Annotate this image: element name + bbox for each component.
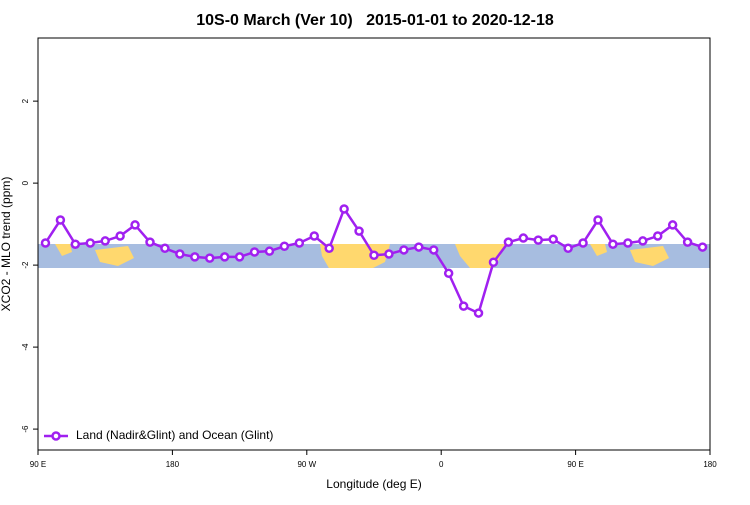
point bbox=[593, 215, 603, 225]
point bbox=[145, 237, 155, 247]
point bbox=[219, 252, 230, 262]
point bbox=[384, 249, 394, 259]
point bbox=[414, 242, 424, 252]
point bbox=[458, 301, 469, 311]
x-tick-label: 90 W bbox=[297, 460, 316, 469]
point bbox=[354, 226, 364, 236]
y-tick-label: 0 bbox=[21, 180, 30, 185]
point bbox=[279, 241, 290, 252]
point bbox=[578, 238, 588, 248]
x-tick-label: 0 bbox=[439, 460, 444, 469]
point bbox=[100, 236, 110, 246]
point bbox=[682, 237, 693, 247]
point bbox=[339, 204, 349, 214]
x-tick-label: 180 bbox=[703, 460, 717, 469]
point bbox=[309, 231, 320, 241]
point bbox=[697, 242, 708, 252]
point bbox=[608, 239, 618, 249]
point bbox=[40, 238, 51, 248]
point bbox=[399, 245, 409, 255]
x-tick-label: 180 bbox=[166, 460, 180, 469]
legend-marker bbox=[51, 431, 61, 441]
point bbox=[264, 246, 275, 256]
land bbox=[55, 244, 669, 268]
point bbox=[667, 220, 678, 230]
point bbox=[563, 243, 573, 254]
point bbox=[249, 247, 260, 257]
point bbox=[70, 239, 81, 249]
point bbox=[623, 238, 633, 248]
point bbox=[443, 268, 454, 279]
point bbox=[190, 252, 200, 262]
point bbox=[234, 252, 245, 262]
x-tick-label: 90 E bbox=[30, 460, 46, 469]
point bbox=[488, 257, 499, 267]
point bbox=[175, 249, 185, 259]
point bbox=[638, 236, 648, 246]
point bbox=[503, 237, 514, 247]
point bbox=[294, 238, 305, 248]
point bbox=[55, 215, 66, 225]
legend-label: Land (Nadir&Glint) and Ocean (Glint) bbox=[76, 428, 273, 442]
point bbox=[473, 308, 484, 318]
point bbox=[533, 235, 544, 245]
point bbox=[160, 243, 170, 254]
point bbox=[369, 250, 379, 261]
point bbox=[518, 233, 529, 243]
chart-title: 10S-0 March (Ver 10) 2015-01-01 to 2020-… bbox=[196, 12, 554, 29]
point bbox=[204, 253, 215, 263]
point bbox=[130, 220, 140, 230]
point bbox=[115, 231, 125, 241]
y-tick-label: -4 bbox=[21, 343, 30, 351]
point bbox=[548, 234, 558, 245]
x-tick-label: 90 E bbox=[567, 460, 583, 469]
y-tick-label: -6 bbox=[21, 425, 30, 433]
plot-frame bbox=[37, 37, 711, 451]
point bbox=[428, 245, 439, 255]
y-axis-label: XCO2 - MLO trend (ppm) bbox=[0, 177, 13, 312]
point bbox=[85, 238, 96, 248]
y-tick-label: -2 bbox=[21, 261, 30, 269]
point bbox=[324, 243, 334, 254]
y-tick-label: 2 bbox=[21, 98, 30, 103]
point bbox=[652, 231, 663, 241]
x-axis-label: Longitude (deg E) bbox=[326, 477, 421, 491]
